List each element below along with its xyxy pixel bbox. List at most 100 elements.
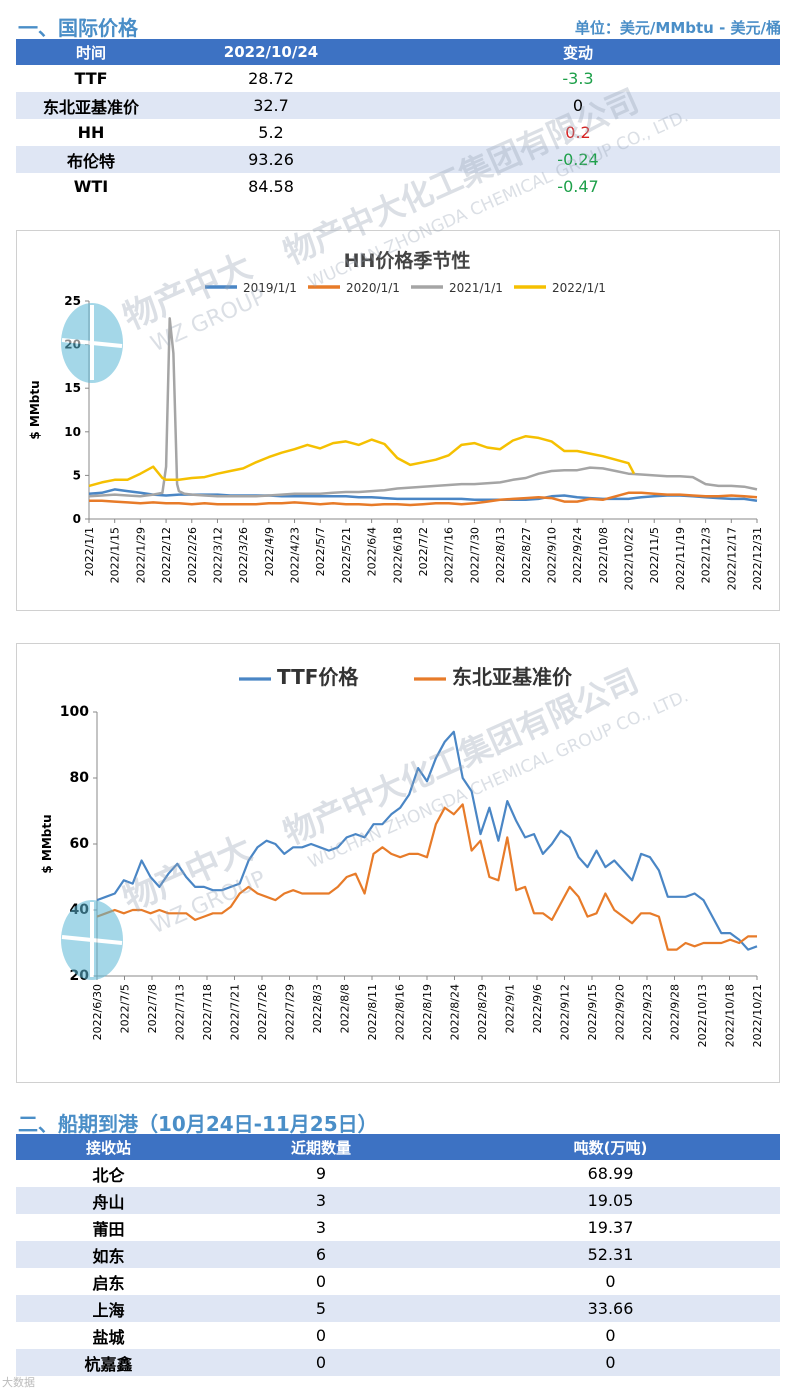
header-count: 近期数量 [201,1134,441,1160]
legend-label: 2019/1/1 [243,281,297,295]
footer-logo: 大数据 [2,1376,35,1389]
x-tick-label: 2022/4/9 [263,527,276,576]
x-tick-label: 2022/6/4 [366,527,379,576]
x-tick-label: 2022/11/19 [674,527,687,590]
x-tick-label: 2022/11/5 [648,527,661,583]
x-tick-label: 2022/8/24 [449,984,462,1040]
ttf-neasia-chart: 20 40 60 80 100 2022/6/30 2022/7/5 2022/7/8 2022… [16,643,780,1083]
price-name: 东北亚基准价 [16,92,166,119]
shipping-row: 杭嘉鑫 0 0 [16,1349,780,1376]
price-change: -3.3 [562,69,594,88]
legend-label: 东北亚基准价 [452,665,573,689]
x-tick-label: 2022/12/17 [725,527,738,590]
x-tick-label: 2022/8/29 [476,984,489,1040]
price-name: TTF [74,69,108,88]
shipping-row: 如东 6 52.31 [16,1241,780,1268]
y-tick-label: 10 [64,425,81,439]
tonnage: 19.05 [441,1187,780,1214]
x-tick-label: 2022/9/15 [586,984,599,1040]
x-tick-label: 2022/7/13 [174,984,187,1040]
series-line-1 [89,491,758,507]
price-name: 布伦特 [16,146,166,173]
x-tick-label: 2022/10/21 [751,984,764,1047]
tonnage: 0 [605,1272,616,1291]
tonnage: 19.37 [587,1218,634,1237]
terminal-name: 杭嘉鑫 [16,1349,201,1376]
header-change: 变动 [376,39,780,65]
y-tick-label: 5 [73,468,81,482]
x-tick-label: 2022/7/5 [119,984,132,1033]
x-tick-label: 2022/1/15 [109,527,122,583]
series-line-2 [88,317,758,498]
x-tick-label: 2022/1/1 [83,527,96,576]
section-title-shipping: 二、船期到港（10月24日-11月25日） [18,1112,378,1136]
price-change: -0.24 [376,146,780,173]
y-tick-label: 40 [70,902,90,918]
y-tick-label: 25 [64,294,81,308]
terminal-name: 上海 [16,1295,201,1322]
x-tick-label: 2022/3/26 [237,527,250,583]
legend-label: 2021/1/1 [449,281,503,295]
section-title-international-prices: 一、国际价格 [18,16,138,40]
header-time: 时间 [16,39,166,65]
price-value: 93.26 [166,146,376,173]
legend-label: 2022/1/1 [552,281,606,295]
price-change: 0.2 [565,123,591,142]
y-tick-label: 80 [70,770,90,786]
x-tick-label: 2022/10/18 [724,984,737,1047]
x-tick-label: 2022/3/12 [211,527,224,583]
x-tick-label: 2022/5/7 [314,527,327,576]
x-tick-label: 2022/8/16 [394,984,407,1040]
x-tick-label: 2022/8/3 [311,984,324,1033]
price-row: HH 5.2 0.2 [16,119,780,146]
shipping-row: 启东 0 0 [16,1268,780,1295]
price-table: 时间 2022/10/24 变动 TTF 28.72 -3.3 东北亚基准价 32.7 0… [16,39,780,200]
x-tick-label: 2022/9/24 [571,527,584,583]
price-value: 28.72 [248,69,294,88]
x-tick-label: 2022/4/23 [289,527,302,583]
x-tick-label: 2022/9/1 [504,984,517,1033]
x-tick-label: 2022/8/19 [421,984,434,1040]
shipping-table-header: 接收站 近期数量 吨数(万吨) [16,1134,780,1160]
x-tick-label: 2022/7/29 [284,984,297,1040]
vessel-count: 0 [315,1272,327,1291]
y-axis-label: $ MMbtu [40,814,54,873]
x-tick-label: 2022/9/10 [545,527,558,583]
x-tick-label: 2022/7/18 [201,984,214,1040]
vessel-count: 0 [201,1349,441,1376]
vessel-count: 5 [201,1295,441,1322]
tonnage: 0 [605,1326,616,1345]
series-line-3 [88,434,636,488]
x-tick-label: 2022/8/13 [494,527,507,583]
unit-note: 单位：美元/MMbtu - 美元/桶 [574,19,781,37]
y-tick-label: 0 [73,512,81,526]
x-tick-label: 2022/8/11 [366,984,379,1040]
price-row: 东北亚基准价 32.7 0 [16,92,780,119]
vessel-count: 9 [315,1164,327,1183]
price-value: 5.2 [258,123,284,142]
shipping-row: 舟山 3 19.05 [16,1187,780,1214]
x-tick-label: 2022/10/22 [623,527,636,590]
x-tick-label: 2022/8/27 [520,527,533,583]
terminal-name: 如东 [16,1241,201,1268]
vessel-count: 0 [315,1326,327,1345]
tonnage: 52.31 [441,1241,780,1268]
x-tick-label: 2022/5/21 [340,527,353,583]
x-tick-label: 2022/7/21 [229,984,242,1040]
x-tick-label: 2022/8/8 [339,984,352,1033]
hh-seasonality-chart: 0 5 10 15 20 25 2022/1/1 2022/1/15 2022/1/29 2022… [16,230,780,611]
x-tick-label: 2022/2/12 [160,527,173,583]
price-change: -0.47 [557,177,599,196]
x-tick-label: 2022/9/28 [669,984,682,1040]
vessel-count: 6 [201,1241,441,1268]
x-tick-label: 2022/7/2 [417,527,430,576]
tonnage: 68.99 [587,1164,634,1183]
terminal-name: 舟山 [16,1187,201,1214]
hh-chart-svg: 0 5 10 15 20 25 2022/1/1 2022/1/15 2022/1/29 2022… [28,249,764,590]
x-tick-label: 2022/10/13 [696,984,709,1047]
legend-label: 2020/1/1 [346,281,400,295]
terminal-name: 启东 [92,1273,125,1293]
shipping-table: 接收站 近期数量 吨数(万吨) 北仑 9 68.99 舟山 3 19.05 莆田 3 19.37… [16,1134,780,1376]
terminal-name: 盐城 [92,1327,125,1347]
chart-title: HH价格季节性 [344,249,471,272]
